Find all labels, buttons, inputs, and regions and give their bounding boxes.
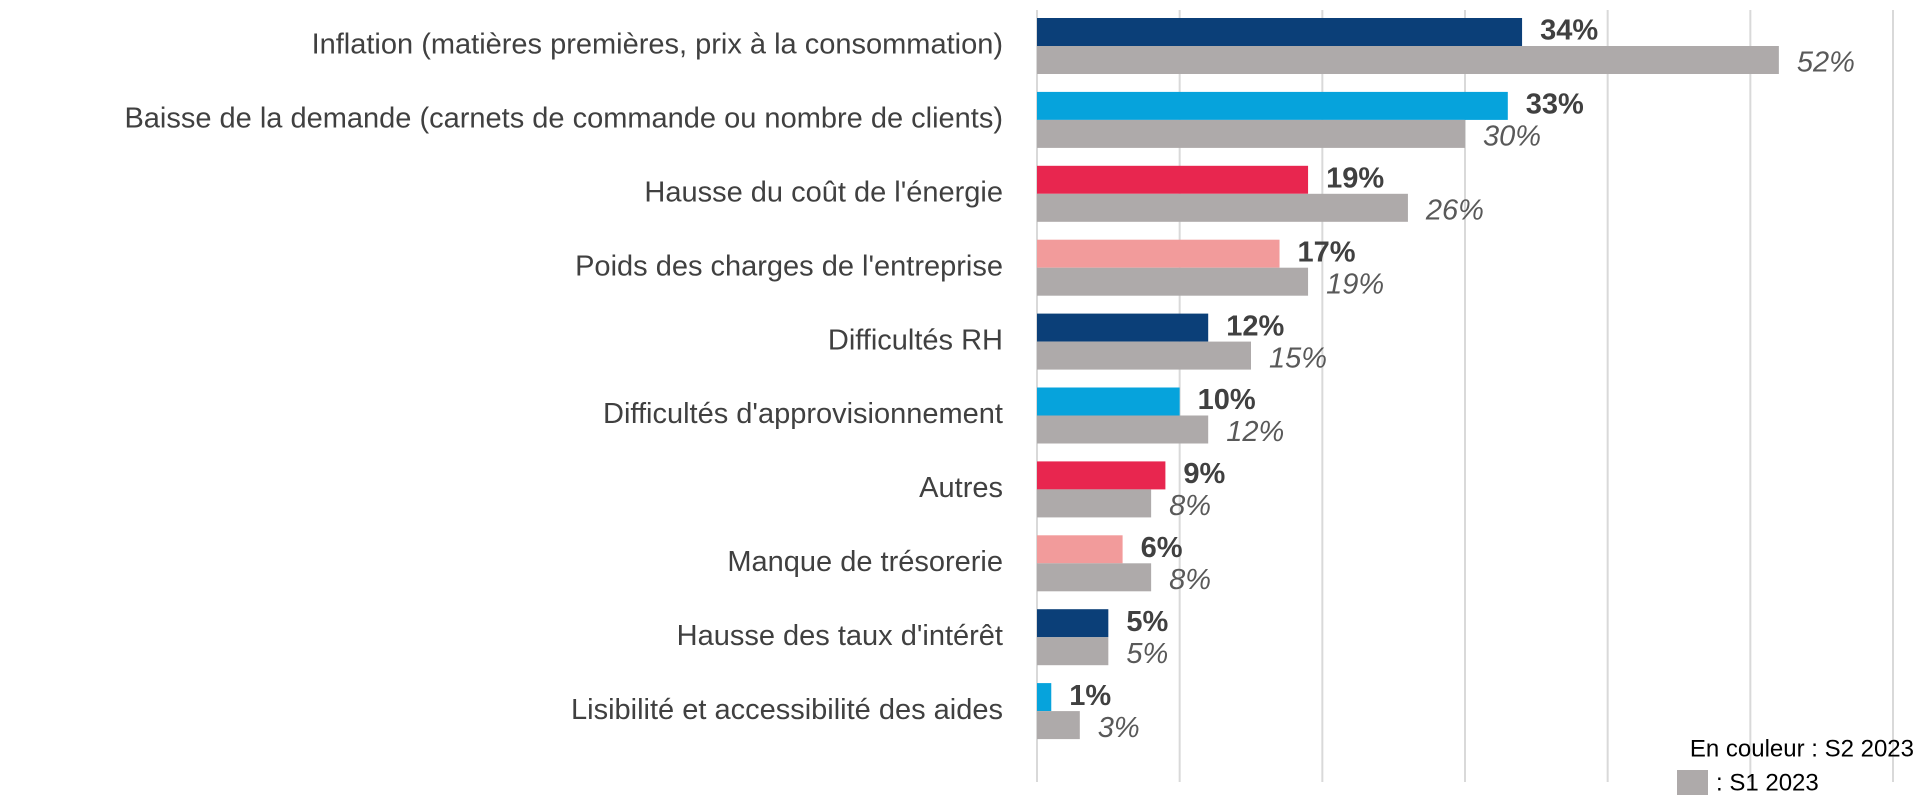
bar — [1037, 563, 1152, 592]
bar — [1037, 46, 1779, 74]
bar — [1037, 415, 1209, 444]
value-label: 6% — [1141, 532, 1183, 564]
category-label: Hausse du coût de l'énergie — [644, 176, 1003, 208]
value-label: 34% — [1540, 15, 1598, 47]
bar — [1037, 91, 1508, 120]
value-label: 52% — [1797, 47, 1855, 79]
legend-label: : S1 2023 — [1716, 769, 1819, 796]
bar — [1037, 609, 1109, 638]
bar — [1037, 711, 1080, 740]
category-label: Inflation (matières premières, prix à la… — [312, 29, 1003, 61]
bar — [1037, 489, 1152, 518]
category-label: Difficultés RH — [828, 324, 1003, 356]
legend-swatch — [1677, 770, 1708, 795]
value-label: 5% — [1126, 638, 1168, 670]
bar — [1037, 637, 1109, 666]
value-label: 12% — [1226, 310, 1284, 342]
value-label: 12% — [1226, 416, 1284, 448]
value-label: 19% — [1326, 268, 1384, 300]
value-label: 17% — [1298, 236, 1356, 268]
value-label: 9% — [1183, 458, 1225, 490]
value-label: 10% — [1198, 384, 1256, 416]
value-label: 30% — [1483, 121, 1541, 153]
bar — [1037, 683, 1052, 712]
value-label: 8% — [1169, 564, 1211, 596]
category-label: Hausse des taux d'intérêt — [677, 620, 1003, 652]
value-label: 8% — [1169, 490, 1211, 522]
bar — [1037, 165, 1309, 194]
bar — [1037, 313, 1209, 342]
category-label: Lisibilité et accessibilité des aides — [571, 694, 1003, 726]
category-label: Autres — [919, 472, 1003, 504]
category-label: Poids des charges de l'entreprise — [575, 250, 1003, 282]
legend-label: En couleur : S2 2023 — [1690, 735, 1914, 762]
value-label: 1% — [1069, 680, 1111, 712]
value-label: 19% — [1326, 162, 1384, 194]
bar — [1037, 18, 1523, 46]
category-label: Difficultés d'approvisionnement — [603, 398, 1003, 430]
value-label: 33% — [1526, 89, 1584, 121]
bar — [1037, 387, 1180, 416]
bar — [1037, 267, 1309, 296]
value-label: 5% — [1126, 606, 1168, 638]
bar — [1037, 341, 1251, 370]
category-label: Manque de trésorerie — [727, 546, 1003, 578]
value-label: 26% — [1425, 194, 1484, 226]
bar — [1037, 461, 1166, 490]
value-label: 3% — [1098, 712, 1140, 744]
bar — [1037, 193, 1408, 222]
bar — [1037, 119, 1465, 148]
bar — [1037, 535, 1123, 564]
value-label: 15% — [1269, 342, 1327, 374]
bar — [1037, 239, 1280, 268]
category-label: Baisse de la demande (carnets de command… — [124, 103, 1003, 135]
